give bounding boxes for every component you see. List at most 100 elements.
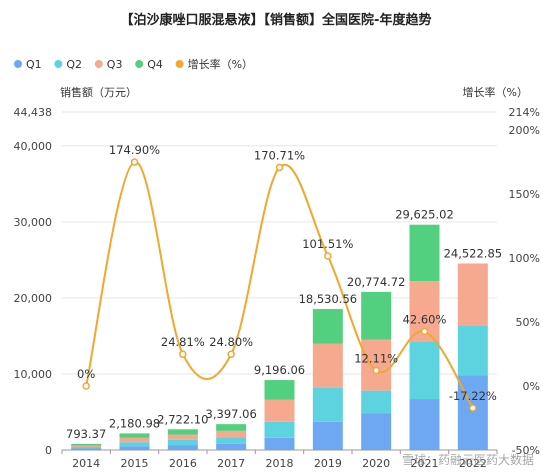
bar-Q1-2015 <box>119 446 150 450</box>
legend-marker-5 <box>175 60 184 68</box>
bar-Q4-2014 <box>71 443 102 446</box>
bar-Q1-2021 <box>409 399 440 450</box>
y-right-tick-7: 214% <box>509 106 540 119</box>
growth-point-2017 <box>227 350 235 358</box>
x-tick-label-2022: 2022 <box>459 457 487 470</box>
x-tick-label-2019: 2019 <box>314 457 342 470</box>
bar-Q2-2016 <box>167 439 198 446</box>
bar-Q1-2017 <box>216 443 247 450</box>
x-tick-label-2015: 2015 <box>121 457 149 470</box>
bar-Q4-2019 <box>312 309 343 344</box>
bar-Q2-2018 <box>264 421 295 438</box>
data-labels: 793.37 0% 2,180.98 174.90% 2,722.10 24.81% 3,3… <box>66 143 502 441</box>
legend-label-1: Q1 <box>26 58 42 71</box>
bar-Q3-2016 <box>167 434 198 440</box>
y-left-tick-2: 10,000 <box>14 368 53 381</box>
bar-Q1-2019 <box>312 421 343 450</box>
y-axis-left-label: 销售额（万元） <box>60 85 137 99</box>
x-tick-label-2018: 2018 <box>266 457 294 470</box>
growth-line <box>82 158 477 412</box>
bar-Q3-2015 <box>119 437 150 443</box>
bar-Q4-2021 <box>409 224 440 282</box>
growth-label-2021: 42.60% <box>403 312 447 326</box>
legend-label-3: Q3 <box>107 58 123 71</box>
bar-Q3-2014 <box>71 445 102 447</box>
bar-Q4-2015 <box>119 433 150 438</box>
bar-Q3-2020 <box>361 339 392 391</box>
chart-title: 【泊沙康唑口服混悬液】【销售额】全国医院-年度趋势 <box>121 12 432 28</box>
growth-label-2015: 174.90% <box>109 143 160 157</box>
legend-marker-1 <box>14 60 22 68</box>
y-right-tick-2: 0% <box>523 380 540 393</box>
y-left-tick-1: 0 <box>45 444 52 457</box>
bar-Q4-2020 <box>361 291 392 340</box>
legend-label-5: 增长率（%） <box>188 57 253 71</box>
growth-point-2021 <box>420 327 429 336</box>
total-label-2015: 2,180.98 <box>109 416 160 430</box>
y-right-tick-6: 200% <box>509 124 540 137</box>
growth-label-2019: 101.51% <box>302 237 353 251</box>
bar-Q2-2014 <box>71 446 102 449</box>
total-label-2019: 18,530.56 <box>299 292 358 306</box>
bar-Q1-2020 <box>361 413 392 450</box>
growth-point-2015 <box>130 158 139 166</box>
x-tick-label-2020: 2020 <box>362 457 390 470</box>
growth-point-2019 <box>324 252 332 260</box>
bar-Q2-2017 <box>216 437 247 444</box>
y-left-tick-6: 44,438 <box>14 106 53 119</box>
bar-Q2-2021 <box>409 341 440 400</box>
total-label-2016: 2,722.10 <box>157 412 208 426</box>
growth-point-2014 <box>82 382 90 390</box>
y-right-tick-3: 50% <box>516 316 540 329</box>
y-axis-right-ticks: -50% 0% 50% 100% 150% 200% 214% <box>509 106 540 457</box>
y-right-tick-1: -50% <box>512 444 540 457</box>
bar-Q3-2018 <box>264 399 295 422</box>
growth-label-2018: 170.71% <box>254 148 305 162</box>
bar-Q2-2019 <box>312 387 343 422</box>
legend-marker-4 <box>135 60 144 68</box>
x-axis: 2014 2015 2016 2017 2018 2019 2020 2021 2022 <box>61 449 498 470</box>
y-axis-left-ticks: 0 10,000 20,000 30,000 40,000 44,438 <box>14 106 53 457</box>
growth-point-2020 <box>372 366 380 375</box>
growth-point-2022 <box>469 404 477 412</box>
watermark: 雪球：药融云医药大数据 <box>402 452 534 467</box>
total-label-2021: 29,625.02 <box>395 208 454 222</box>
y-right-tick-4: 100% <box>509 252 540 265</box>
growth-label-2017: 24.80% <box>209 335 253 349</box>
bar-Q1-2018 <box>264 437 295 450</box>
total-label-2014: 793.37 <box>66 427 106 441</box>
growth-point-2018 <box>275 163 284 172</box>
y-left-tick-5: 40,000 <box>14 140 53 153</box>
bar-Q3-2019 <box>312 343 343 388</box>
bars <box>71 224 488 450</box>
y-left-tick-3: 20,000 <box>14 292 53 305</box>
y-axis-right-label: 增长率（%） <box>463 85 528 99</box>
bar-Q1-2016 <box>167 445 198 450</box>
x-tick-label-2021: 2021 <box>411 457 439 470</box>
bar-Q4-2018 <box>264 380 295 400</box>
bar-Q1-2014 <box>71 448 102 450</box>
total-label-2020: 20,774.72 <box>347 275 406 289</box>
total-label-2017: 3,397.06 <box>206 407 257 421</box>
legend-marker-3 <box>94 60 103 68</box>
growth-label-2020: 12.11% <box>354 351 398 365</box>
bar-Q2-2015 <box>119 442 150 447</box>
growth-label-2022: -17.22% <box>449 389 497 403</box>
bar-Q3-2017 <box>216 430 247 438</box>
x-tick-label-2014: 2014 <box>72 457 100 470</box>
bar-Q2-2020 <box>361 390 392 414</box>
total-label-2018: 9,196.06 <box>254 363 305 377</box>
bar-Q2-2022 <box>457 325 488 376</box>
y-right-tick-5: 150% <box>509 188 540 201</box>
x-tick-label-2016: 2016 <box>169 457 197 470</box>
legend-marker-2 <box>54 60 63 68</box>
bar-Q4-2016 <box>167 429 198 435</box>
bar-Q3-2022 <box>457 263 488 326</box>
legend: Q1 Q2 Q3 Q4 增长率（%） <box>14 57 253 71</box>
growth-point-2016 <box>179 350 187 358</box>
growth-label-2014: 0% <box>77 367 95 381</box>
bar-Q4-2017 <box>216 424 247 431</box>
total-label-2022: 24,522.85 <box>444 246 503 260</box>
legend-label-2: Q2 <box>66 58 82 71</box>
y-left-tick-4: 30,000 <box>14 216 53 229</box>
